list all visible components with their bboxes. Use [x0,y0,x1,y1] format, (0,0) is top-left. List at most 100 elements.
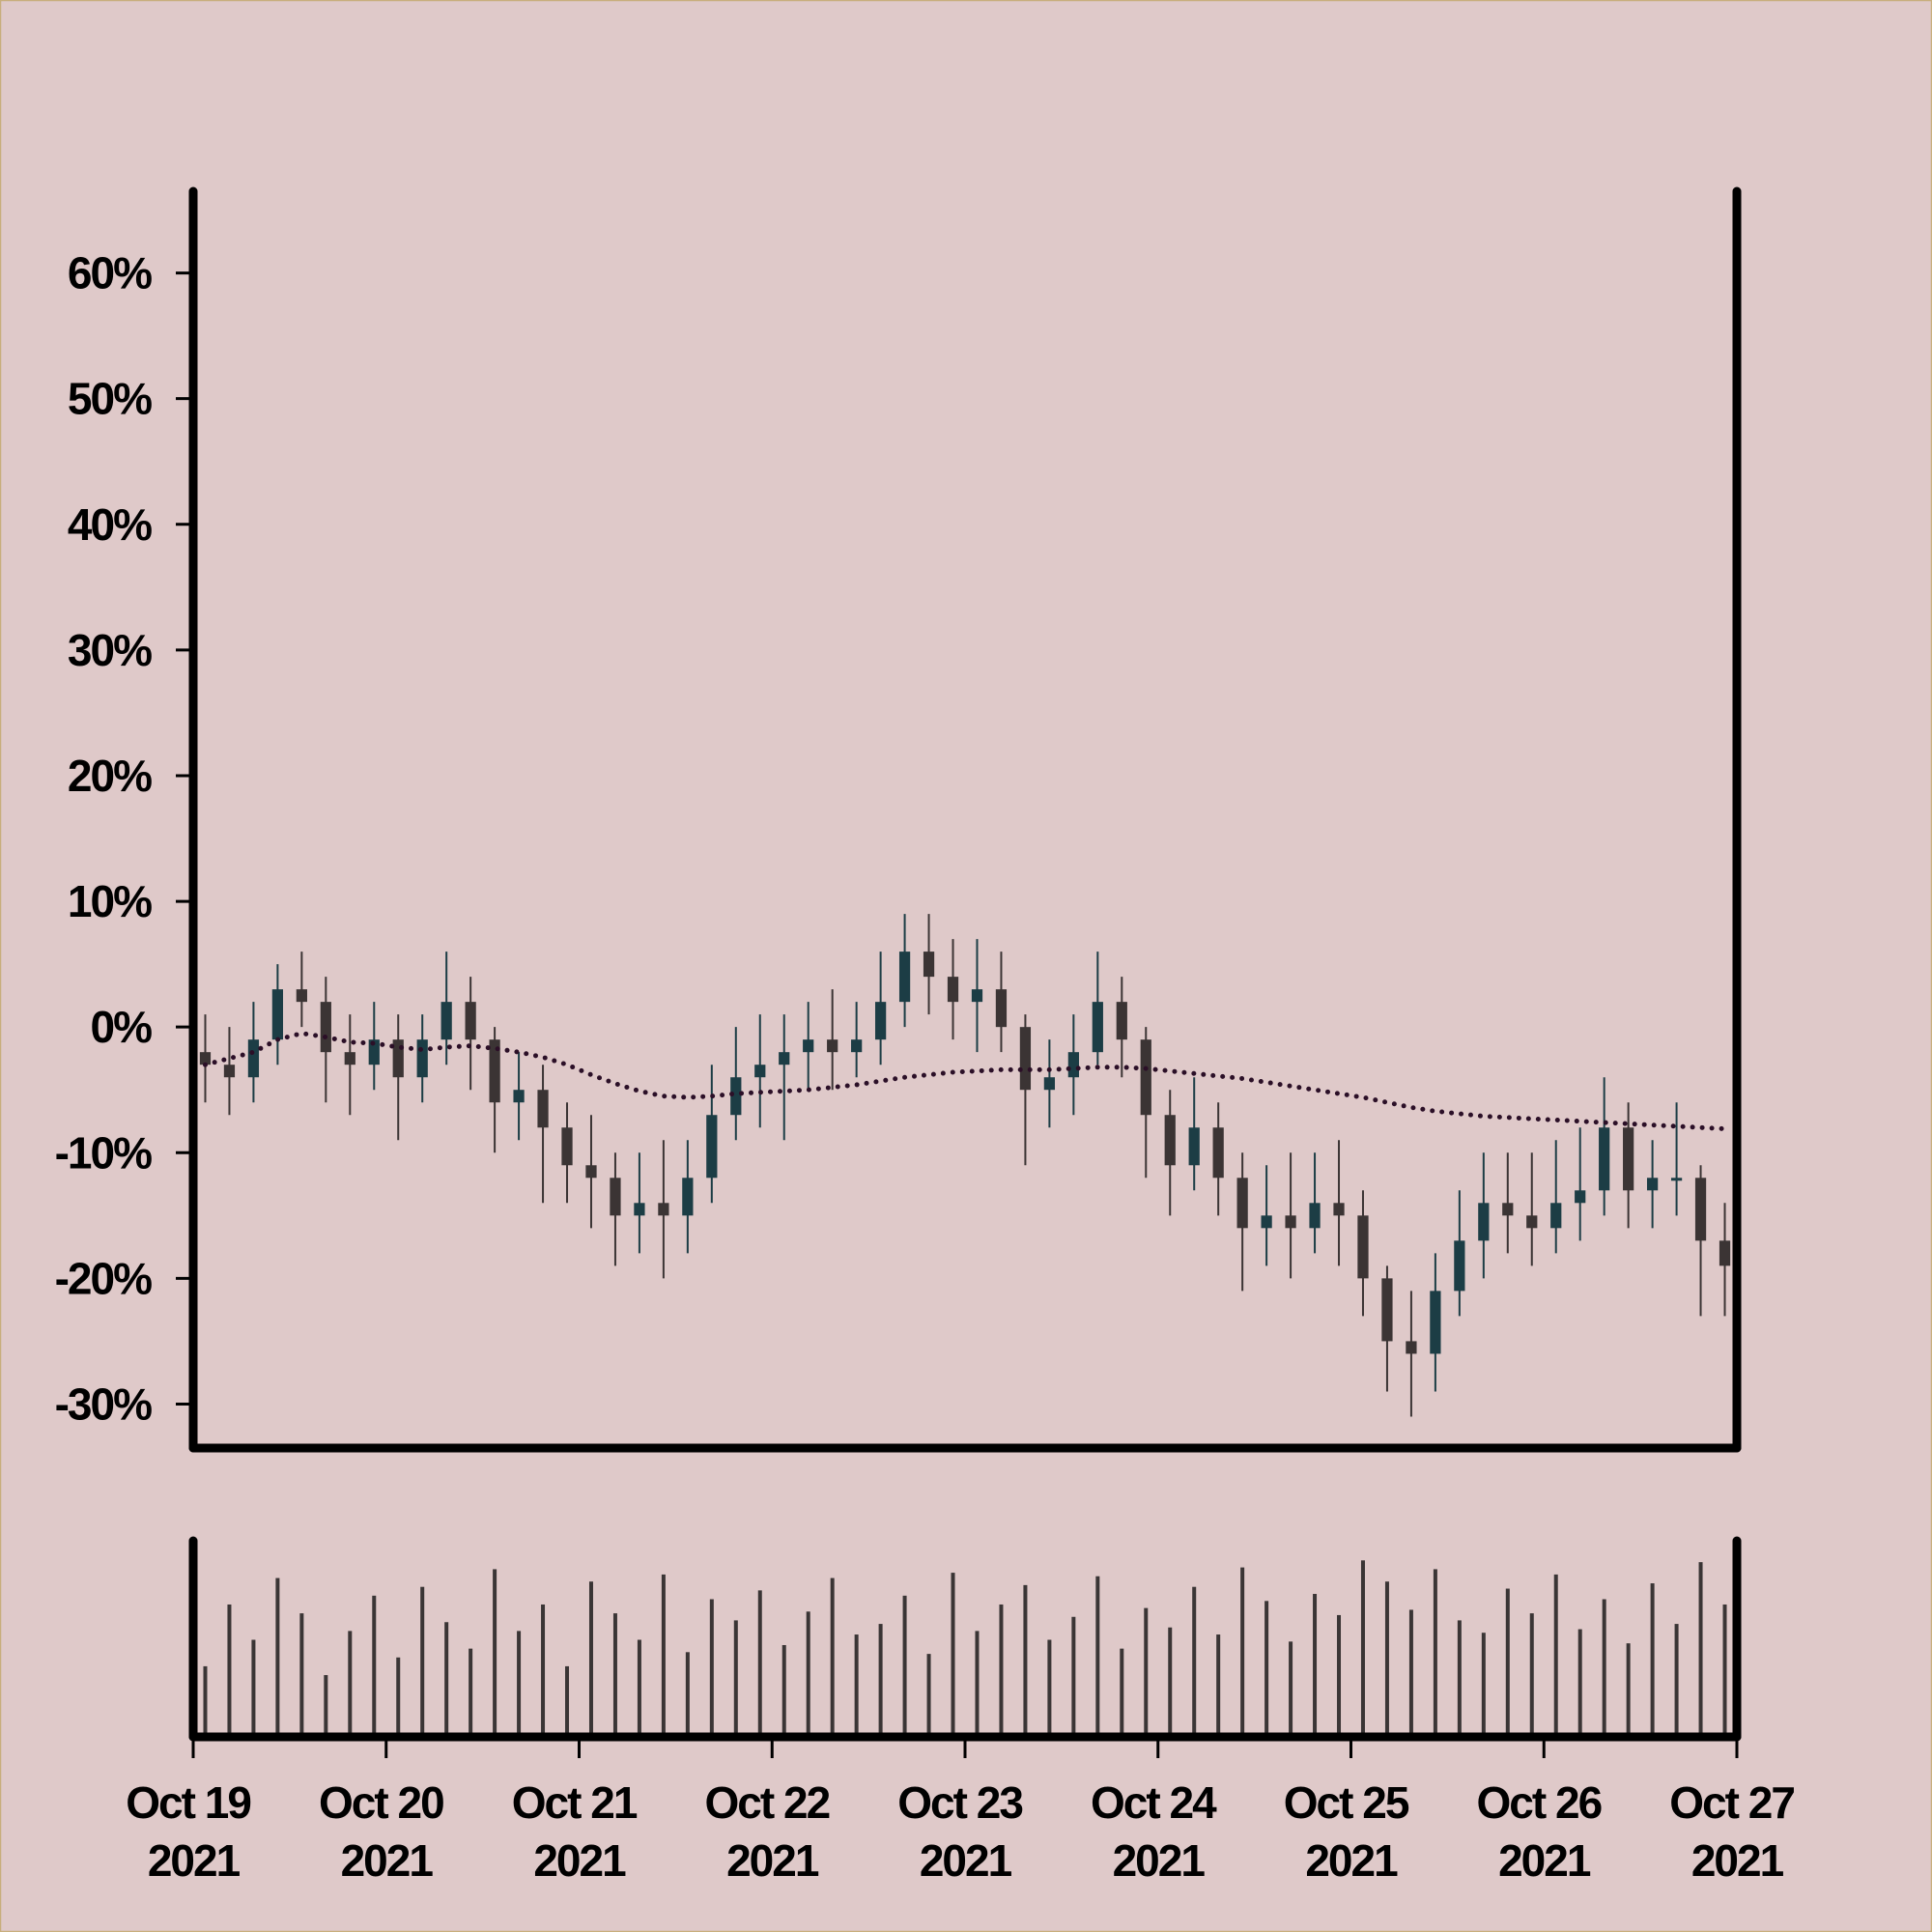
volume-bar [1264,1601,1269,1737]
candle-body [1502,1203,1514,1216]
candle-body [416,1039,428,1078]
candle-body [1116,1002,1127,1040]
volume-bar [444,1622,449,1737]
volume-bar [781,1644,786,1737]
volume-bar [1408,1609,1413,1737]
candle-body [634,1203,645,1216]
candle-body [1623,1127,1634,1191]
volume-bar [1337,1614,1342,1737]
candle-body [1478,1203,1490,1241]
volume-bar [661,1574,666,1737]
volume-bar [541,1604,546,1737]
x-tick-label: Oct 27 2021 [1669,1777,1804,1886]
x-tick-label: Oct 21 2021 [512,1777,646,1886]
x-tick-label: Oct 24 2021 [1091,1777,1225,1886]
x-tick-label: Oct 22 2021 [705,1777,839,1886]
candle-body [923,952,935,978]
volume-bar [1192,1586,1197,1737]
volume-bar [951,1573,955,1737]
volume-bar [420,1586,425,1737]
volume-bar [396,1657,401,1737]
volume-bar [372,1595,377,1737]
volume-bar [517,1631,522,1737]
volume-bar [275,1577,280,1737]
candle-body [1526,1215,1538,1229]
volume-bar [1240,1567,1245,1737]
candle-body [1550,1203,1562,1229]
volume-bar [1650,1583,1655,1737]
volume-bar [251,1639,256,1737]
candle-body [1092,1002,1103,1053]
candle-body [1454,1240,1465,1292]
x-tick-label: Oct 20 2021 [319,1777,453,1886]
candle-body [706,1115,718,1179]
volume-bar [612,1613,617,1737]
candle-body [585,1165,597,1179]
candle-body [874,1002,887,1040]
volume-bar [1457,1620,1462,1737]
volume-bar [1722,1604,1727,1737]
candle-body [1719,1240,1731,1266]
y-tick-label: 0% [91,1002,153,1052]
volume-bar [902,1595,907,1737]
candle-body [1670,1178,1683,1181]
candle-body [1599,1127,1610,1191]
x-tick-label: Oct 19 2021 [126,1777,260,1886]
y-tick-label: 40% [68,499,152,550]
candle-body [610,1178,621,1216]
candle-body [754,1065,766,1078]
candle-body [827,1039,838,1053]
volume-bar [854,1634,859,1737]
candle-body [368,1039,380,1065]
candle-body [851,1039,863,1053]
volume-bar [1313,1594,1318,1737]
x-tick-label: Oct 23 2021 [897,1777,1032,1886]
candle-body [1043,1077,1056,1091]
candle-body [658,1203,669,1216]
volume-bar [685,1652,690,1737]
volume-bar [348,1631,353,1737]
candle-body [223,1065,236,1078]
volume-bar [926,1654,931,1737]
candle-body [1212,1127,1224,1179]
candle-body [1019,1027,1032,1091]
volume-bar [1577,1629,1582,1737]
volume-bar [565,1665,570,1737]
y-tick-label: -10% [55,1127,152,1178]
volume-bar [878,1624,883,1737]
candle-body [271,989,284,1040]
y-tick-label: 50% [68,374,152,424]
candle-body [1406,1341,1417,1354]
y-tick-label: 10% [68,876,152,926]
volume-bar [1095,1576,1100,1737]
volume-bar [1289,1641,1293,1737]
volume-bar [299,1613,304,1737]
volume-bar [806,1611,810,1737]
candle-body [247,1039,260,1078]
y-tick-label: -20% [55,1253,152,1303]
candle-body [1575,1190,1586,1204]
candle-body [537,1090,549,1128]
candle-body [1067,1052,1079,1078]
candle-body [1333,1203,1345,1216]
volume-bar [1553,1574,1558,1737]
volume-bar [1674,1624,1679,1737]
candle-body [779,1052,790,1065]
volume-bar [1433,1569,1437,1737]
candle-body [898,952,911,1003]
candle-body [1694,1178,1707,1241]
volume-bar [1698,1562,1703,1737]
candle-body [730,1077,742,1116]
y-tick-label: 20% [68,751,152,801]
candle-body [320,1002,331,1053]
candle-body [947,977,959,1003]
volume-bar [1481,1633,1486,1737]
candle-body [1381,1278,1393,1342]
candle-body [1309,1203,1321,1229]
volume-bar [1384,1581,1389,1737]
candle-body [995,989,1008,1028]
volume-bar [999,1604,1004,1737]
candle-body [296,989,307,1003]
